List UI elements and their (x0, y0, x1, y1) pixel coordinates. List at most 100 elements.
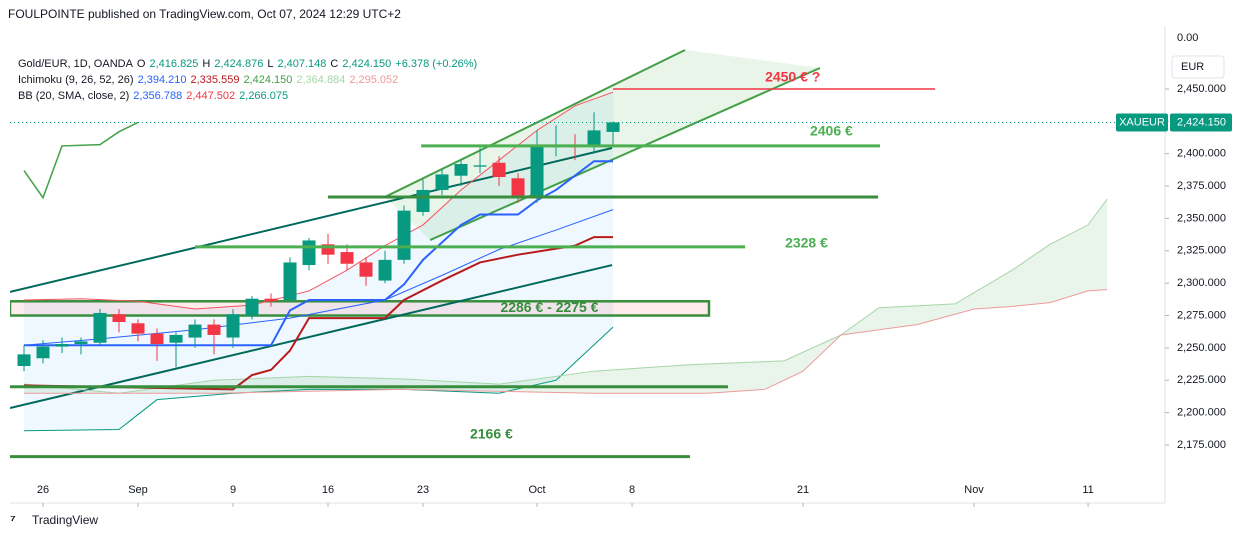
candle-body (359, 262, 373, 277)
candle-body (169, 334, 183, 343)
y-tick-label: 2,175.000 (1177, 439, 1226, 451)
currency-box[interactable] (1171, 55, 1225, 79)
indicator-line (23, 198, 1108, 394)
zone (10, 300, 711, 317)
candle-body (283, 262, 297, 300)
zone-label: 2286 € - 2275 € (500, 299, 598, 315)
legend-item: Ichimoku (9, 26, 52, 26) (18, 74, 134, 86)
indicator-line (23, 326, 614, 432)
candle-body (264, 298, 278, 302)
candle-body (188, 324, 202, 338)
candle-body (587, 130, 601, 146)
y-tick-label: 2,200.000 (1177, 407, 1226, 419)
candle-body (340, 252, 354, 264)
legend-item: 2,335.559 (190, 74, 240, 86)
price-tag (1170, 113, 1232, 132)
candle-body (17, 354, 31, 367)
candle-body (245, 298, 259, 316)
legend-item: 2,447.502 (186, 90, 236, 102)
candle-body (416, 189, 430, 212)
y-tick-label: 2,300.000 (1177, 277, 1226, 289)
candle-body (74, 341, 88, 345)
symbol-tag (1116, 113, 1168, 132)
candle-body (93, 312, 107, 343)
level-label: 2406 € (810, 123, 853, 139)
legend-item: 2,424.876 (214, 58, 264, 70)
x-tick-label: Oct (528, 484, 545, 496)
trendline (384, 49, 686, 198)
candle-body (378, 259, 392, 281)
legend-item: 2,364.884 (296, 74, 346, 86)
x-tick-label: Nov (964, 484, 984, 496)
candle-body (36, 346, 50, 359)
candle-body (131, 323, 145, 334)
y-tick-label: 2,450.000 (1177, 83, 1226, 95)
brand-logo: ⁷ (10, 512, 16, 528)
legend-item: 2,356.788 (133, 90, 183, 102)
legend-item: 2,394.210 (137, 74, 187, 86)
legend-item: L (267, 58, 274, 70)
indicator-line (24, 160, 614, 347)
candle-body (321, 244, 335, 255)
symbol-label: XAUEUR (1119, 116, 1165, 128)
x-tick-label: 21 (797, 484, 809, 496)
candle-body (530, 144, 544, 198)
candle-body (511, 178, 525, 198)
legend-line: Gold/EUR, 1D, OANDA O 2,416.825 H 2,424.876 L… (18, 58, 481, 74)
legend-item: O (136, 58, 146, 70)
legend-item: 2,424.150 (243, 74, 293, 86)
y-tick-label: 2,375.000 (1177, 180, 1226, 192)
candle-body (112, 314, 126, 322)
brand: TradingView (32, 513, 98, 527)
candle-body (435, 174, 449, 190)
publisher: FOULPOINTE published on TradingView.com,… (8, 7, 401, 21)
candle-body (473, 165, 487, 167)
candle-body (397, 210, 411, 260)
currency: EUR (1181, 61, 1204, 73)
trendline (10, 264, 613, 410)
y-tick-label: 2,250.000 (1177, 342, 1226, 354)
indicator-line (23, 121, 139, 200)
candle-body (492, 162, 506, 178)
legend-item: 2,424.150 (342, 58, 392, 70)
candle-body (454, 164, 468, 176)
legend: Gold/EUR, 1D, OANDA O 2,416.825 H 2,424.876 L… (18, 58, 481, 106)
x-tick-label: 11 (1082, 484, 1093, 496)
candle-body (207, 324, 221, 335)
level-label: 2328 € (785, 235, 828, 251)
candle-body (302, 240, 316, 266)
candle-body (226, 314, 240, 338)
legend-item: 2,407.148 (277, 58, 327, 70)
legend-item: 2,295.052 (349, 74, 399, 86)
price-label: 2,424.150 (1177, 116, 1226, 128)
x-tick-label: 26 (37, 484, 49, 496)
x-tick-label: Sep (128, 484, 148, 496)
y-tick-label: 2,325.000 (1177, 245, 1226, 257)
y-tick-label: 2,350.000 (1177, 212, 1226, 224)
legend-item: 2,416.825 (149, 58, 199, 70)
candle-body (150, 333, 164, 345)
top-label: 0.00 (1177, 32, 1198, 44)
legend-item: Gold/EUR, 1D, OANDA (18, 58, 133, 70)
x-tick-label: 8 (629, 484, 635, 496)
y-tick-label: 2,275.000 (1177, 309, 1226, 321)
legend-line: Ichimoku (9, 26, 52, 26) 2,394.210 2,335.5… (18, 74, 481, 90)
y-tick-label: 2,400.000 (1177, 148, 1226, 160)
legend-item: 2,266.075 (239, 90, 289, 102)
trendline (10, 147, 613, 293)
legend-item: H (202, 58, 211, 70)
legend-line: BB (20, SMA, close, 2) 2,356.788 2,447.502… (18, 90, 481, 106)
legend-item: C (330, 58, 339, 70)
candle-body (606, 122, 620, 132)
y-tick-label: 2,225.000 (1177, 374, 1226, 386)
level-label: 2166 € (470, 425, 513, 441)
indicator-line (24, 289, 1108, 394)
x-tick-label: 16 (322, 484, 334, 496)
legend-item: BB (20, SMA, close, 2) (18, 90, 130, 102)
candle-body (55, 344, 69, 347)
level-label: 2450 € ? (765, 69, 820, 85)
legend-item: +6.378 (+0.26%) (395, 58, 478, 70)
